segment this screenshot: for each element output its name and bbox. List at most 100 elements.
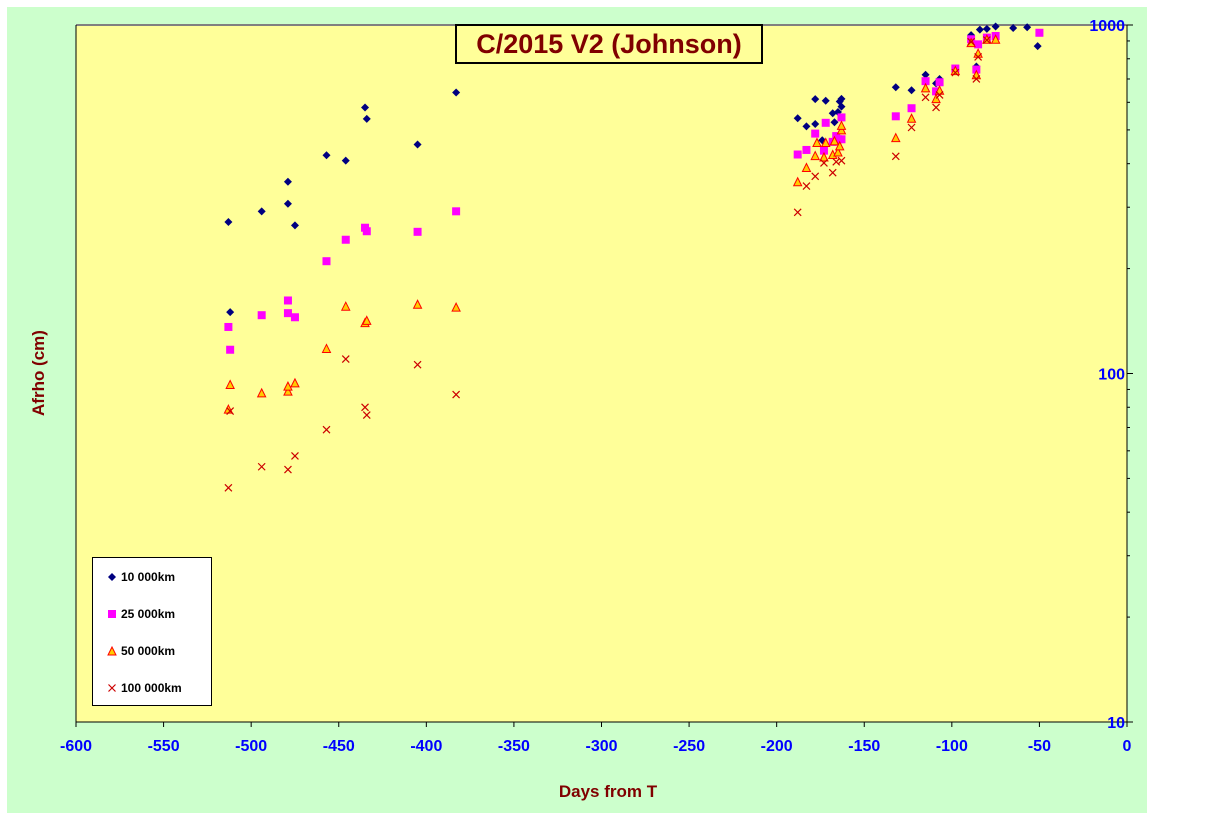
data-point-25000km bbox=[837, 113, 846, 122]
data-point-25000km bbox=[891, 112, 900, 121]
data-point-25000km bbox=[452, 207, 461, 216]
data-point-50000km bbox=[829, 135, 840, 146]
data-point-50000km bbox=[321, 343, 332, 353]
data-point-10000km bbox=[837, 94, 846, 103]
data-point-50000km bbox=[283, 381, 293, 391]
data-point-100000km bbox=[452, 390, 461, 399]
data-point-100000km bbox=[828, 168, 837, 177]
data-point-100000km bbox=[907, 123, 916, 132]
legend-label: 10 000km bbox=[121, 570, 176, 584]
data-point-100000km bbox=[802, 182, 811, 190]
data-point-100000km bbox=[224, 483, 233, 492]
legend-item-50000km: 50 000km bbox=[105, 643, 175, 659]
data-point-10000km bbox=[907, 86, 916, 95]
data-point-10000km bbox=[224, 218, 233, 227]
data-point-10000km bbox=[226, 308, 235, 317]
data-point-25000km bbox=[837, 135, 846, 144]
y-tick-label: 1000 bbox=[1089, 18, 1125, 35]
data-point-10000km bbox=[982, 24, 991, 33]
data-point-25000km bbox=[283, 296, 292, 305]
data-point-10000km bbox=[991, 22, 1000, 31]
data-point-10000km bbox=[802, 122, 811, 131]
x-tick-label: -550 bbox=[148, 738, 180, 755]
data-point-50000km bbox=[361, 315, 372, 325]
data-point-100000km bbox=[291, 452, 299, 460]
legend-item-25000km: 25 000km bbox=[105, 606, 175, 622]
data-point-100000km bbox=[362, 411, 371, 419]
data-point-50000km bbox=[801, 162, 812, 173]
data-point-100000km bbox=[967, 37, 976, 46]
data-point-10000km bbox=[283, 177, 292, 186]
data-point-10000km bbox=[257, 207, 266, 216]
x-tick-label: -350 bbox=[498, 738, 530, 755]
data-point-50000km bbox=[412, 299, 423, 309]
data-point-25000km bbox=[1035, 28, 1044, 37]
data-point-100000km bbox=[793, 208, 802, 217]
data-point-25000km bbox=[935, 78, 944, 87]
data-point-25000km bbox=[821, 118, 830, 127]
y-axis-label: Afrho (cm) bbox=[29, 330, 48, 416]
x-ticks: -600 -550 -500 -450 -400 -350 -300 -250 -200 -150… bbox=[60, 722, 1132, 755]
data-point-25000km bbox=[932, 87, 941, 96]
data-point-10000km bbox=[793, 114, 802, 123]
data-point-10000km bbox=[821, 96, 830, 105]
legend-item-10000km: 10 000km bbox=[105, 569, 175, 585]
data-point-100000km bbox=[820, 159, 828, 167]
data-point-50000km bbox=[833, 146, 843, 157]
data-point-100000km bbox=[226, 407, 235, 416]
data-point-10000km bbox=[830, 118, 839, 127]
data-point-100000km bbox=[951, 68, 960, 77]
data-point-10000km bbox=[811, 119, 820, 128]
x-marker-icon bbox=[108, 684, 116, 692]
data-point-50000km bbox=[340, 301, 351, 311]
data-point-50000km bbox=[283, 386, 293, 396]
data-point-50000km bbox=[834, 140, 845, 151]
data-point-25000km bbox=[921, 77, 930, 86]
x-tick-label: -300 bbox=[585, 738, 617, 755]
data-point-50000km bbox=[836, 120, 847, 130]
x-tick-label: -50 bbox=[1028, 738, 1051, 755]
square-marker-icon bbox=[108, 610, 116, 618]
data-point-10000km bbox=[921, 70, 930, 79]
data-point-10000km bbox=[322, 151, 331, 160]
data-point-100000km bbox=[257, 462, 266, 471]
data-point-50000km bbox=[792, 176, 803, 187]
data-point-10000km bbox=[975, 25, 984, 34]
data-point-50000km bbox=[890, 132, 901, 143]
data-point-100000km bbox=[341, 355, 350, 363]
data-point-25000km bbox=[793, 150, 802, 159]
x-tick-label: -250 bbox=[673, 738, 705, 755]
data-point-10000km bbox=[837, 102, 846, 111]
data-point-25000km bbox=[907, 104, 916, 113]
x-tick-label: -450 bbox=[323, 738, 355, 755]
data-point-10000km bbox=[1009, 24, 1018, 33]
chart-title: C/2015 V2 (Johnson) bbox=[455, 24, 763, 64]
y-tick-label: 100 bbox=[1098, 367, 1125, 384]
data-point-50000km bbox=[225, 379, 235, 389]
data-point-50000km bbox=[810, 150, 821, 161]
data-point-10000km bbox=[283, 199, 292, 208]
legend-label: 100 000km bbox=[121, 681, 182, 695]
plot-area bbox=[76, 25, 1127, 722]
data-point-10000km bbox=[413, 140, 422, 149]
legend-label: 50 000km bbox=[121, 644, 176, 658]
legend: 10 000km 25 000km 50 000km 100 000km bbox=[92, 557, 212, 706]
data-point-10000km bbox=[362, 114, 371, 123]
data-point-10000km bbox=[361, 103, 370, 112]
data-point-50000km bbox=[906, 113, 917, 123]
y-tick-label: 10 bbox=[1107, 715, 1125, 732]
data-point-25000km bbox=[341, 235, 350, 244]
data-point-10000km bbox=[290, 221, 299, 230]
data-point-25000km bbox=[226, 345, 235, 354]
data-point-100000km bbox=[982, 36, 991, 45]
data-point-25000km bbox=[811, 129, 820, 138]
data-point-25000km bbox=[974, 40, 983, 49]
data-point-100000km bbox=[361, 403, 369, 412]
data-point-100000km bbox=[891, 152, 900, 161]
data-point-10000km bbox=[891, 83, 900, 92]
data-point-25000km bbox=[802, 145, 811, 154]
data-point-100000km bbox=[413, 360, 422, 369]
legend-label: 25 000km bbox=[121, 607, 176, 621]
